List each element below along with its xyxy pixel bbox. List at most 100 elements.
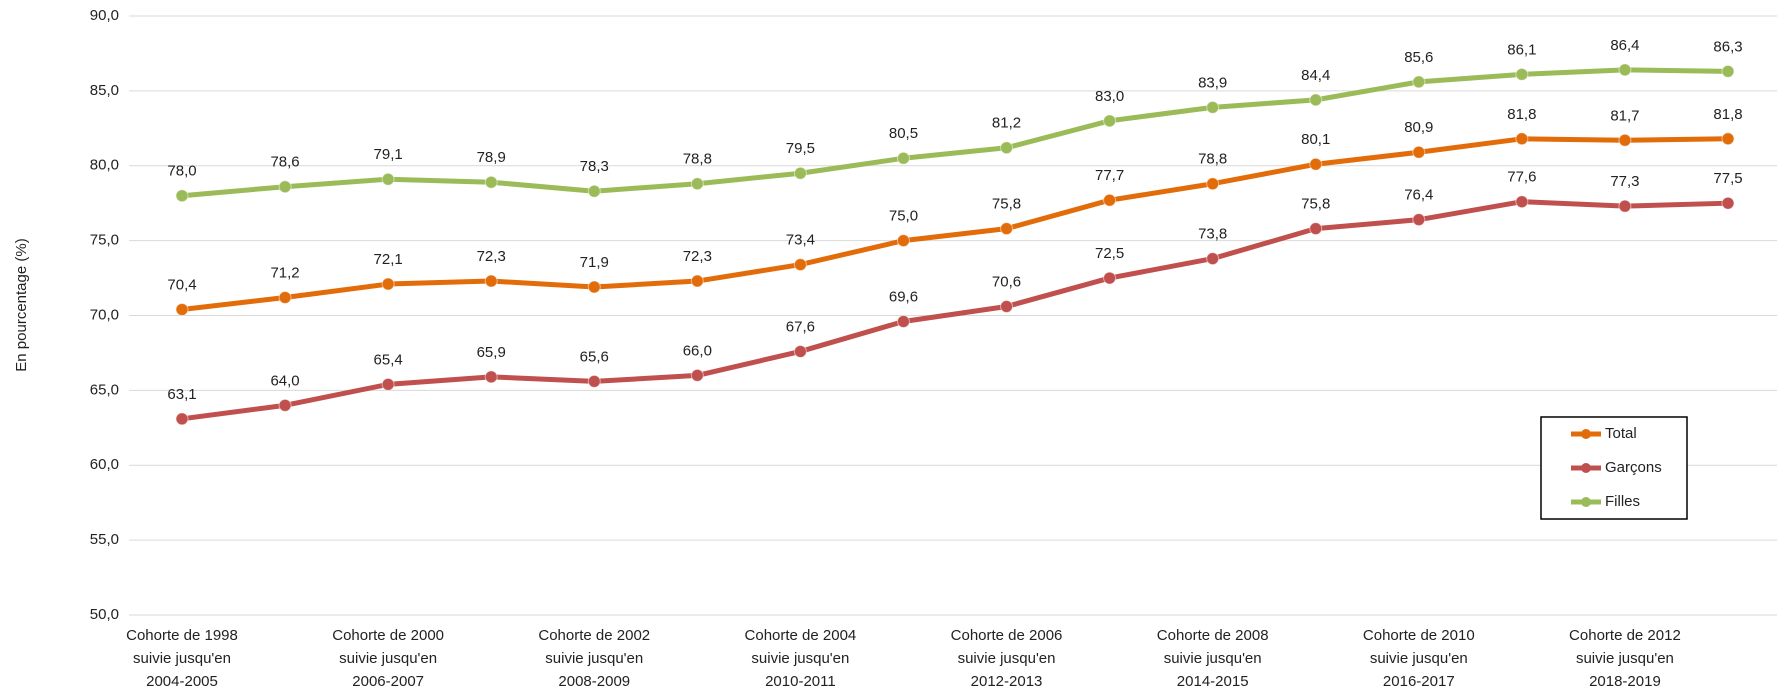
x-tick-label-line: 2010-2011 (765, 673, 836, 690)
data-label: 75,0 (889, 208, 918, 225)
data-label: 72,3 (477, 248, 506, 265)
legend-label: Garçons (1605, 459, 1662, 476)
y-tick-label: 85,0 (90, 82, 119, 99)
x-tick-label-line: suivie jusqu'en (545, 650, 643, 667)
x-tick-label-line: 2006-2007 (352, 673, 424, 690)
data-point (793, 344, 807, 358)
y-tick-label: 55,0 (90, 531, 119, 548)
x-tick-label-line: Cohorte de 2006 (951, 627, 1063, 644)
x-tick-label-line: Cohorte de 2002 (538, 627, 650, 644)
data-label: 86,4 (1610, 37, 1639, 54)
data-point (1721, 196, 1735, 210)
x-tick-label-line: suivie jusqu'en (751, 650, 849, 667)
data-point (1515, 195, 1529, 209)
data-point (381, 172, 395, 186)
data-point (1103, 271, 1117, 285)
x-tick-label: Cohorte de 2012 suivie jusqu'en 2018-2019 (1569, 627, 1681, 690)
data-label: 80,5 (889, 125, 918, 142)
data-label: 84,4 (1301, 67, 1330, 84)
data-label: 76,4 (1404, 187, 1433, 204)
data-label: 78,3 (580, 158, 609, 175)
legend-label: Filles (1605, 493, 1640, 510)
data-point (1206, 100, 1220, 114)
data-point (1309, 222, 1323, 236)
data-label: 85,6 (1404, 49, 1433, 66)
data-label: 80,9 (1404, 119, 1433, 136)
data-label: 65,6 (580, 348, 609, 365)
y-tick-label: 50,0 (90, 606, 119, 623)
data-label: 78,9 (477, 149, 506, 166)
data-label: 72,1 (374, 251, 403, 268)
data-label: 81,7 (1610, 107, 1639, 124)
data-label: 75,8 (1301, 196, 1330, 213)
data-label: 77,5 (1713, 170, 1742, 187)
legend-marker (1581, 497, 1591, 507)
x-tick-label-line: 2004-2005 (146, 673, 218, 690)
data-label: 81,8 (1713, 106, 1742, 123)
data-point (587, 374, 601, 388)
data-label: 86,3 (1713, 38, 1742, 55)
data-point (1412, 213, 1426, 227)
data-point (896, 314, 910, 328)
data-point (381, 277, 395, 291)
data-label: 77,7 (1095, 167, 1124, 184)
x-tick-label: Cohorte de 1998 suivie jusqu'en 2004-2005 (126, 627, 238, 690)
data-label: 73,8 (1198, 226, 1227, 243)
x-tick-label-line: suivie jusqu'en (958, 650, 1056, 667)
legend-marker (1581, 463, 1591, 473)
data-label: 83,9 (1198, 74, 1227, 91)
data-point (690, 177, 704, 191)
data-label: 78,0 (167, 163, 196, 180)
data-label: 77,6 (1507, 169, 1536, 186)
data-point (1721, 132, 1735, 146)
x-tick-label-line: suivie jusqu'en (1370, 650, 1468, 667)
data-point (1309, 93, 1323, 107)
y-tick-label: 75,0 (90, 232, 119, 249)
data-point (484, 370, 498, 384)
data-label: 63,1 (167, 386, 196, 403)
series-line (181, 136, 1729, 312)
data-point (896, 151, 910, 165)
x-tick-label-line: suivie jusqu'en (1576, 650, 1674, 667)
y-tick-label: 90,0 (90, 7, 119, 24)
series-line (181, 67, 1729, 199)
data-label: 70,6 (992, 273, 1021, 290)
data-label: 75,8 (992, 196, 1021, 213)
legend-box (1540, 416, 1688, 520)
data-label: 67,6 (786, 318, 815, 335)
data-point (1000, 141, 1014, 155)
data-point (1618, 63, 1632, 77)
data-label: 78,8 (1198, 151, 1227, 168)
x-tick-label-line: Cohorte de 2010 (1363, 627, 1475, 644)
data-point (587, 184, 601, 198)
y-tick-label: 60,0 (90, 456, 119, 473)
data-point (1412, 75, 1426, 89)
x-tick-label-line: Cohorte de 2004 (745, 627, 857, 644)
x-tick-label: Cohorte de 2008 suivie jusqu'en 2014-2015 (1157, 627, 1269, 690)
data-point (1206, 252, 1220, 266)
legend-label: Total (1605, 425, 1637, 442)
data-point (484, 274, 498, 288)
data-label: 64,0 (270, 372, 299, 389)
y-tick-label: 65,0 (90, 381, 119, 398)
data-point (1515, 67, 1529, 81)
data-point (1618, 199, 1632, 213)
data-point (278, 398, 292, 412)
x-tick-label: Cohorte de 2004 suivie jusqu'en 2010-2011 (745, 627, 857, 690)
data-point (690, 274, 704, 288)
data-point (1000, 300, 1014, 314)
data-label: 79,1 (374, 146, 403, 163)
data-label: 78,8 (683, 151, 712, 168)
x-tick-label-line: suivie jusqu'en (339, 650, 437, 667)
data-label: 70,4 (167, 276, 196, 293)
data-point (1000, 222, 1014, 236)
x-tick-label-line: Cohorte de 2008 (1157, 627, 1269, 644)
data-label: 73,4 (786, 232, 815, 249)
data-label: 71,2 (270, 264, 299, 281)
x-tick-label-line: Cohorte de 2012 (1569, 627, 1681, 644)
data-point (1309, 157, 1323, 171)
y-tick-label: 80,0 (90, 157, 119, 174)
x-tick-label-line: Cohorte de 1998 (126, 627, 238, 644)
